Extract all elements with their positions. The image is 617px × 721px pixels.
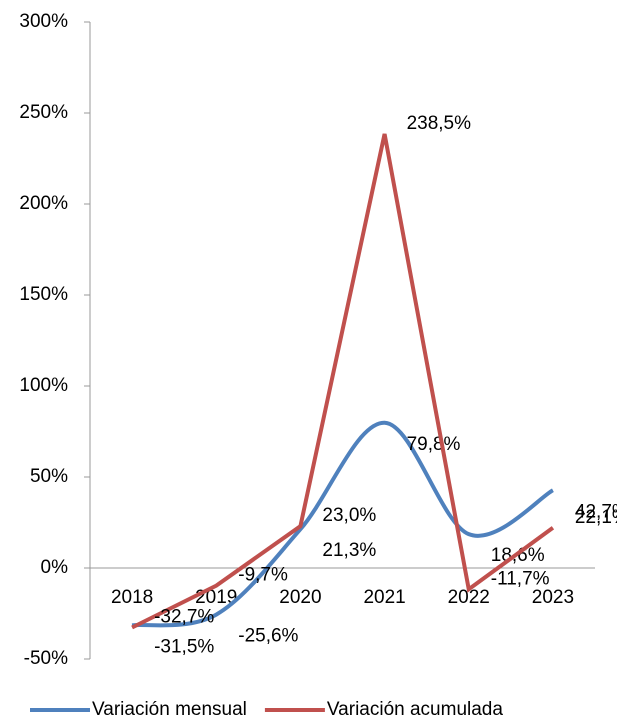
y-tick-label: 0% [41,557,69,578]
x-tick-label: 2020 [279,587,321,608]
legend-label: Variación acumulada [327,699,503,720]
x-tick-label: 2022 [448,587,490,608]
series-line [131,420,554,628]
data-label: 238,5% [407,113,472,134]
y-tick-label: 150% [19,284,68,305]
y-tick-label: 200% [19,193,68,214]
data-label: -11,7% [491,568,550,589]
legend-label: Variación mensual [92,699,247,720]
y-tick-label: 250% [19,102,68,123]
data-label: -25,6% [238,626,298,647]
data-label: 21,3% [322,540,376,561]
data-label: 42,7% [575,501,617,522]
data-label: -9,7% [238,565,288,586]
x-tick-label: 2023 [532,587,574,608]
data-label: 22,1% [575,507,617,528]
x-tick-label: 2018 [111,587,153,608]
x-tick-label: 2021 [363,587,405,608]
data-label: -31,5% [154,636,214,657]
y-tick-label: 50% [30,466,68,487]
y-tick-label: -50% [24,648,68,669]
data-label: 23,0% [322,505,376,526]
series-line [131,133,555,630]
y-tick-label: 300% [19,11,68,32]
data-label: 79,8% [407,434,461,455]
y-tick-label: 100% [19,375,68,396]
data-label: -32,7% [154,607,214,628]
